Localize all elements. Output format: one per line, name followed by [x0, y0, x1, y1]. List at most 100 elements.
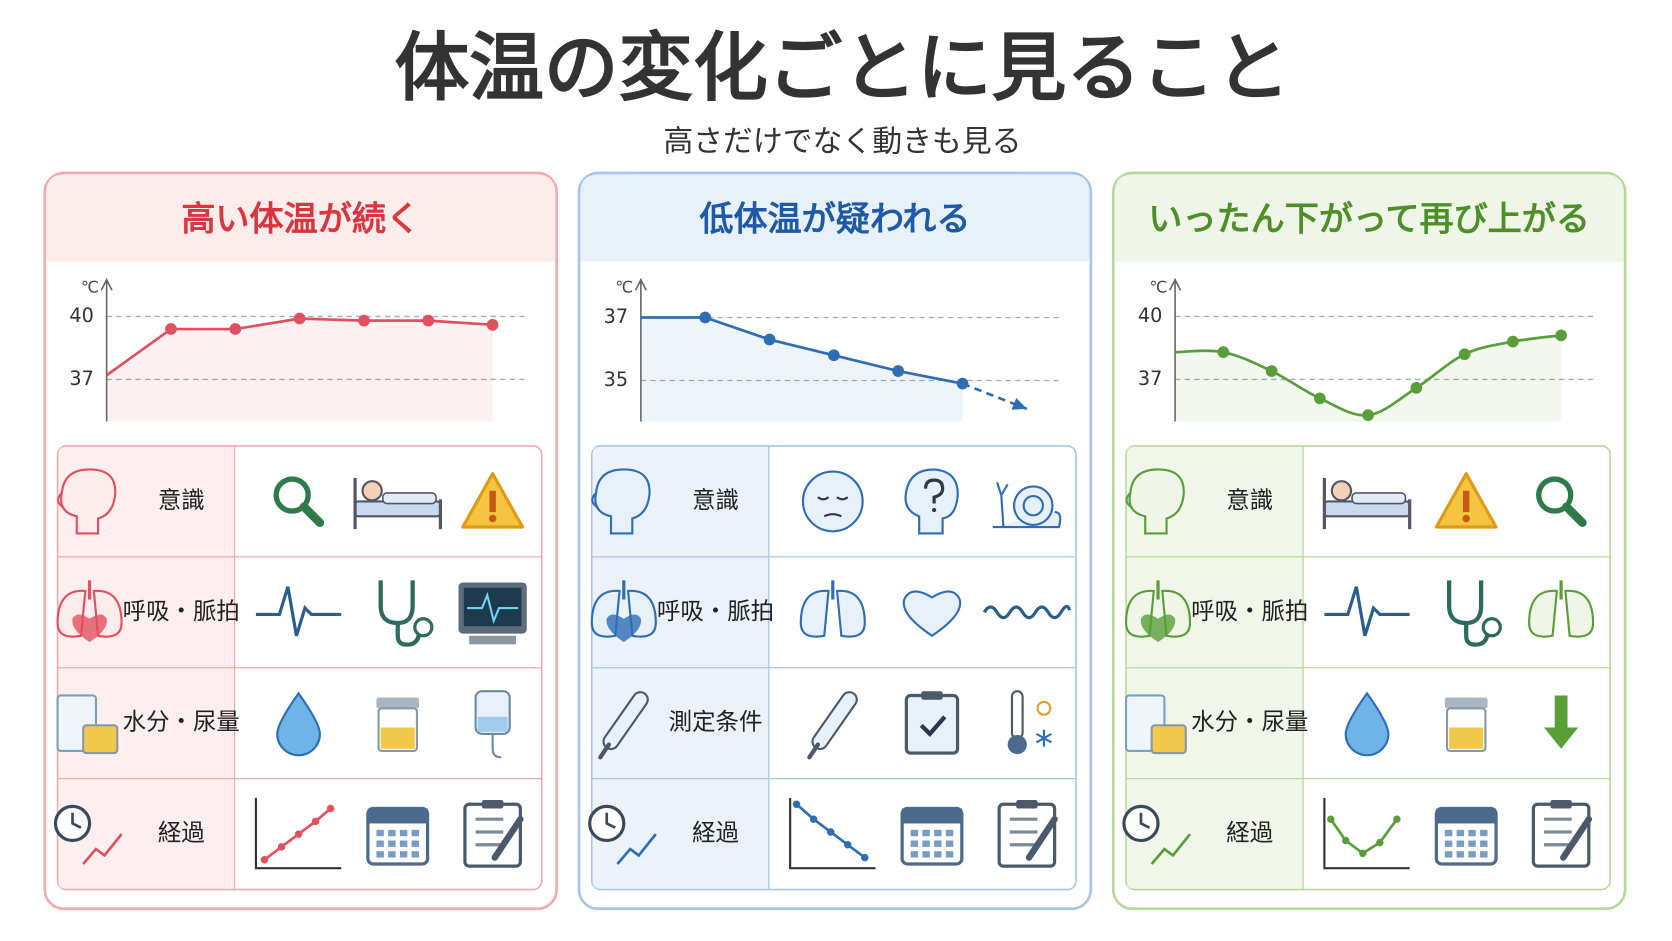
point [1555, 329, 1567, 342]
icon-part [982, 604, 1072, 620]
icon-part [294, 830, 303, 838]
icon-part [399, 851, 408, 858]
icon-part [1456, 829, 1465, 837]
area [106, 318, 493, 422]
icon-part [255, 586, 342, 637]
icon [801, 470, 864, 533]
icon-part [1562, 502, 1587, 528]
icon-part [399, 829, 408, 837]
icon [1447, 580, 1502, 647]
icon [254, 797, 342, 870]
icon-part [835, 589, 866, 638]
icon [378, 580, 434, 647]
icon-part [1444, 697, 1488, 709]
icon-part [1468, 840, 1476, 847]
row-label: 経過 [158, 819, 205, 847]
icon [463, 799, 524, 868]
icon-part [1359, 849, 1367, 858]
y-axis-arrow [100, 277, 113, 291]
icon-part [921, 691, 943, 700]
icon-part [945, 840, 954, 847]
icon [789, 797, 876, 870]
y-axis-arrow [634, 277, 647, 291]
icon-part [605, 812, 616, 829]
subtitle: 高さだけでなく動きも見る [663, 125, 1021, 160]
icon-part [1456, 840, 1465, 847]
icon-part [467, 591, 519, 625]
icon-part [1323, 797, 1410, 870]
y-tick-label: 37 [604, 305, 628, 328]
icon [992, 481, 1062, 529]
point [763, 333, 776, 346]
point [699, 311, 712, 324]
icon-part [469, 635, 517, 645]
icon-part [273, 476, 311, 514]
icon-part [1462, 514, 1470, 523]
icon-part [254, 797, 342, 870]
icon-part [481, 799, 504, 809]
icon-part [311, 817, 320, 826]
icon-part [1393, 815, 1401, 823]
point [422, 314, 435, 327]
icon-part [491, 815, 524, 861]
icon-part [861, 853, 869, 862]
point [828, 349, 840, 362]
panel-header [1114, 174, 1624, 262]
icon-part [388, 829, 396, 837]
point [1458, 348, 1471, 361]
point [892, 365, 905, 377]
icon-part [910, 840, 919, 847]
icon-part [382, 492, 437, 505]
icon-part [388, 851, 396, 858]
icon-part [606, 614, 642, 643]
point [1506, 335, 1519, 348]
icon-part [1025, 815, 1058, 861]
icon-part [1536, 476, 1574, 514]
row-label: 経過 [1226, 819, 1273, 847]
icon-part [919, 715, 947, 738]
icon-part [1022, 495, 1044, 517]
icon [376, 697, 420, 753]
icon-part [82, 724, 119, 755]
icon [366, 806, 430, 866]
icon-part [799, 589, 830, 638]
icon-part [809, 815, 818, 823]
icon [807, 691, 858, 760]
icon-part [594, 468, 651, 535]
icon-part [489, 490, 496, 513]
point [165, 323, 177, 335]
icon [474, 690, 511, 759]
row-label: 水分・尿量 [123, 708, 240, 736]
point [486, 318, 499, 331]
icon-part [376, 851, 384, 858]
row-label: 意識 [158, 486, 205, 514]
icon-part [1341, 836, 1350, 845]
point [358, 314, 370, 327]
line [640, 316, 963, 385]
icon [997, 799, 1058, 868]
icon [1536, 476, 1587, 528]
panel-heading: 高い体温が続く [181, 199, 420, 239]
row-label: 意識 [692, 486, 739, 514]
row-label: 呼吸・脈拍 [1191, 597, 1308, 625]
icon-part [1330, 480, 1353, 502]
icon [1125, 468, 1185, 535]
arrow-head [1011, 397, 1027, 410]
icon [982, 604, 1072, 620]
icon-part [395, 622, 422, 647]
icon [1007, 690, 1052, 755]
icon [461, 472, 525, 529]
icon-part [376, 829, 384, 837]
icon-part [591, 492, 599, 509]
icon-part [843, 841, 852, 849]
icon-part [1035, 729, 1052, 747]
icon [1322, 477, 1412, 530]
y-tick-label: 37 [1138, 367, 1162, 390]
icon-part [413, 617, 434, 638]
icon [1544, 695, 1579, 749]
y-tick-label: 40 [69, 304, 93, 327]
icon-part [388, 840, 396, 847]
point [1313, 392, 1326, 405]
icon-part [598, 742, 612, 760]
